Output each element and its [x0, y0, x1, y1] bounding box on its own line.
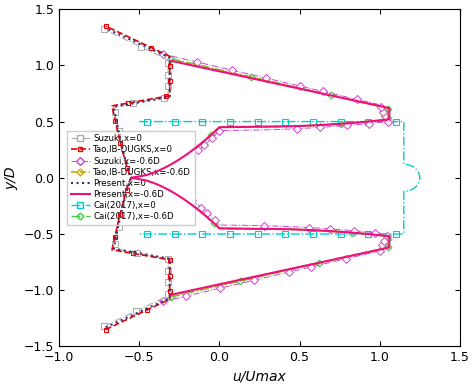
Legend: Suzuki,x=0, Tao,IB-DUGKS,x=0, Suzuki,x=-0.6D, Tao,IB-DUGKS,x=-0.6D, Present,x=0,: Suzuki,x=0, Tao,IB-DUGKS,x=0, Suzuki,x=-…: [67, 131, 194, 225]
X-axis label: u/Umax: u/Umax: [233, 370, 286, 384]
Y-axis label: y/D: y/D: [4, 166, 18, 190]
